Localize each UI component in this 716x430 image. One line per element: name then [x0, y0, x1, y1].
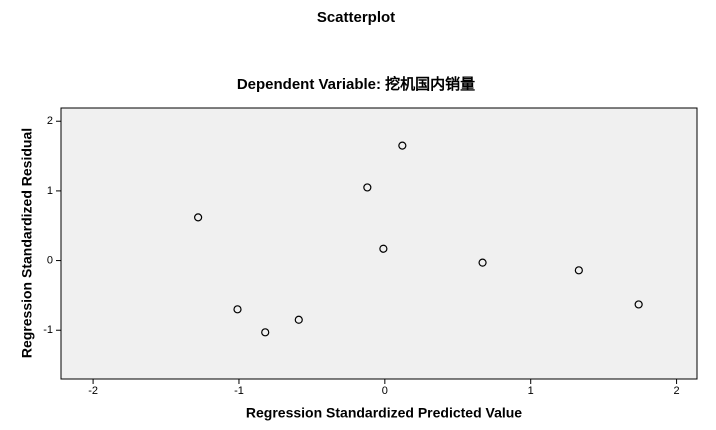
point — [363, 183, 372, 192]
x-tick-label: -1 — [234, 385, 244, 397]
point — [478, 258, 487, 267]
plot-area — [60, 107, 698, 380]
chart-title: Scatterplot — [317, 9, 395, 26]
y-axis-label: Regression Standardized Residual — [19, 128, 35, 358]
chart-subtitle: Dependent Variable: 挖机国内销量 — [237, 75, 475, 93]
x-tick-label: 2 — [674, 385, 680, 397]
y-tick-label: 2 — [47, 115, 53, 127]
point — [233, 305, 242, 314]
point — [194, 213, 203, 222]
y-tick-label: -1 — [43, 324, 53, 336]
y-tick-label: 1 — [47, 185, 53, 197]
point — [379, 244, 388, 253]
point — [261, 328, 270, 337]
x-tick-label: -2 — [88, 385, 98, 397]
y-tick-label: 0 — [47, 254, 53, 266]
point — [294, 315, 303, 324]
x-tick-label: 0 — [382, 385, 388, 397]
point — [634, 300, 643, 309]
x-tick-label: 1 — [528, 385, 534, 397]
point — [398, 141, 407, 150]
point — [574, 266, 583, 275]
x-axis-label: Regression Standardized Predicted Value — [246, 405, 522, 421]
